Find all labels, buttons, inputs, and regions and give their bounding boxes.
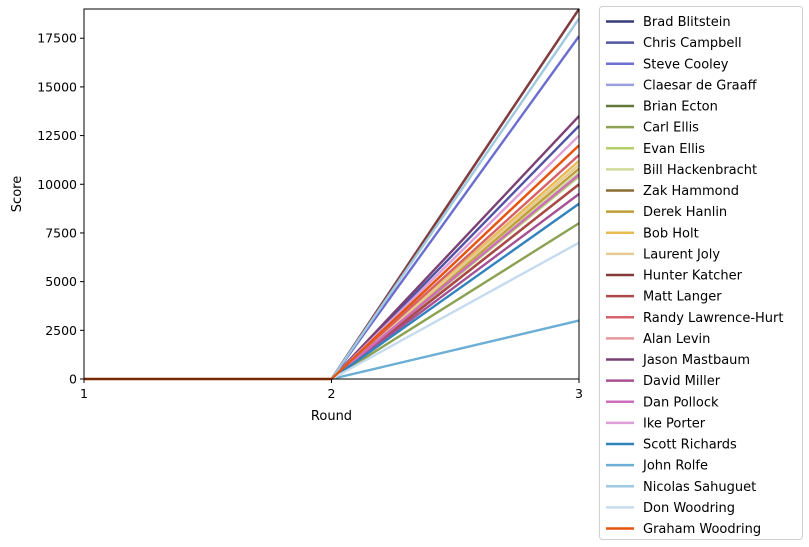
- legend-label: Derek Hanlin: [643, 205, 727, 220]
- legend-label: Hunter Katcher: [643, 269, 743, 284]
- y-tick-label: 12500: [37, 128, 77, 143]
- legend-label: Dan Pollock: [643, 395, 719, 410]
- y-tick-label: 2500: [45, 323, 77, 338]
- legend-label: Bob Holt: [643, 226, 699, 241]
- series-line: [84, 154, 580, 381]
- series-line: [84, 175, 580, 381]
- legend: Brad Blitstein Chris Campbell Steve Cooley…: [599, 6, 803, 540]
- legend-label: Ike Porter: [643, 416, 706, 431]
- series-line: [84, 183, 580, 381]
- series-line: [84, 241, 580, 381]
- series-line: [84, 115, 580, 381]
- y-tick-label: 17500: [37, 31, 77, 46]
- x-axis-ticks: 1 2 3: [80, 379, 583, 401]
- legend-label: Don Woodring: [643, 501, 735, 516]
- series-line: [84, 18, 580, 381]
- legend-label: Brad Blitstein: [643, 15, 731, 30]
- series-line: [84, 183, 580, 381]
- x-axis-label: Round: [311, 409, 352, 424]
- plot-lines: [84, 8, 580, 381]
- legend-label: Alan Levin: [643, 332, 710, 347]
- legend-label: Graham Woodring: [643, 522, 761, 537]
- series-line: [84, 319, 580, 381]
- legend-label: David Miller: [643, 374, 721, 389]
- series-line: [84, 222, 580, 381]
- x-tick-label: 3: [575, 386, 583, 401]
- legend-label: Bill Hackenbracht: [643, 163, 757, 178]
- y-axis-label: Score: [10, 176, 25, 212]
- x-tick-label: 1: [80, 386, 88, 401]
- series-line: [84, 171, 580, 381]
- series-line: [84, 144, 580, 381]
- series-line: [84, 173, 580, 381]
- y-tick-label: 15000: [37, 79, 77, 94]
- series-line: [84, 163, 580, 381]
- legend-label: Brian Ecton: [643, 100, 718, 115]
- legend-label: Nicolas Sahuguet: [643, 480, 756, 495]
- legend-label: John Rolfe: [642, 459, 708, 474]
- legend-label: Matt Langer: [643, 290, 722, 305]
- y-tick-label: 0: [69, 372, 77, 387]
- legend-label: Chris Campbell: [643, 36, 742, 51]
- series-line: [84, 183, 580, 381]
- legend-label: Laurent Joly: [643, 247, 720, 262]
- legend-label: Carl Ellis: [643, 121, 699, 136]
- y-tick-label: 10000: [37, 177, 77, 192]
- legend-frame: [599, 6, 803, 540]
- legend-label: Scott Richards: [643, 438, 737, 453]
- series-line: [84, 125, 580, 381]
- y-axis-ticks: 0 2500 5000 7500 10000 12500 15000 17500: [37, 31, 84, 387]
- x-tick-label: 2: [328, 386, 336, 401]
- legend-label: Steve Cooley: [643, 57, 729, 72]
- y-tick-label: 5000: [45, 274, 77, 289]
- series-line: [84, 144, 580, 381]
- legend-label: Zak Hammond: [643, 184, 739, 199]
- legend-label: Jason Mastbaum: [642, 353, 750, 368]
- legend-label: Claesar de Graaff: [643, 78, 758, 93]
- y-tick-label: 7500: [45, 225, 77, 240]
- legend-label: Evan Ellis: [643, 142, 705, 157]
- legend-label: Randy Lawrence-Hurt: [643, 311, 783, 326]
